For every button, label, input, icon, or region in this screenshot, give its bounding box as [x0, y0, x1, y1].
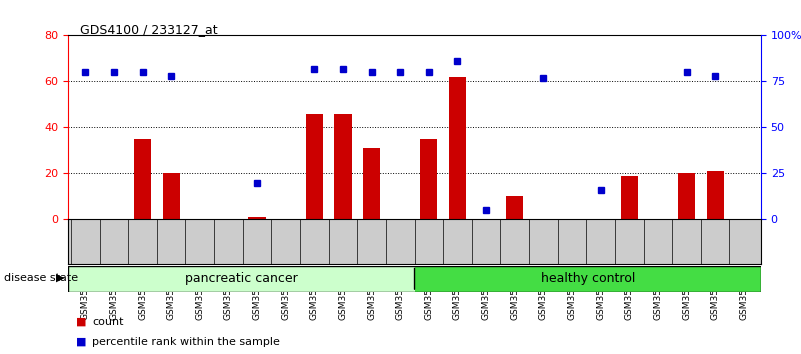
Bar: [363, 148, 380, 219]
Bar: [306, 114, 323, 219]
Bar: [449, 77, 466, 219]
Text: disease state: disease state: [4, 273, 78, 283]
Text: percentile rank within the sample: percentile rank within the sample: [92, 337, 280, 347]
Bar: [415, 266, 761, 292]
Bar: [506, 196, 523, 219]
Text: healthy control: healthy control: [541, 272, 635, 285]
Bar: [421, 139, 437, 219]
Bar: [621, 176, 638, 219]
Bar: [163, 173, 179, 219]
Bar: [706, 171, 724, 219]
Text: ■: ■: [76, 337, 87, 347]
Bar: [334, 114, 352, 219]
Bar: [68, 266, 415, 292]
Bar: [678, 173, 695, 219]
Text: ■: ■: [76, 317, 87, 327]
Text: GDS4100 / 233127_at: GDS4100 / 233127_at: [80, 23, 218, 36]
Text: count: count: [92, 317, 123, 327]
Text: ▶: ▶: [55, 273, 64, 283]
Bar: [248, 217, 266, 219]
Bar: [134, 139, 151, 219]
Text: pancreatic cancer: pancreatic cancer: [185, 272, 298, 285]
